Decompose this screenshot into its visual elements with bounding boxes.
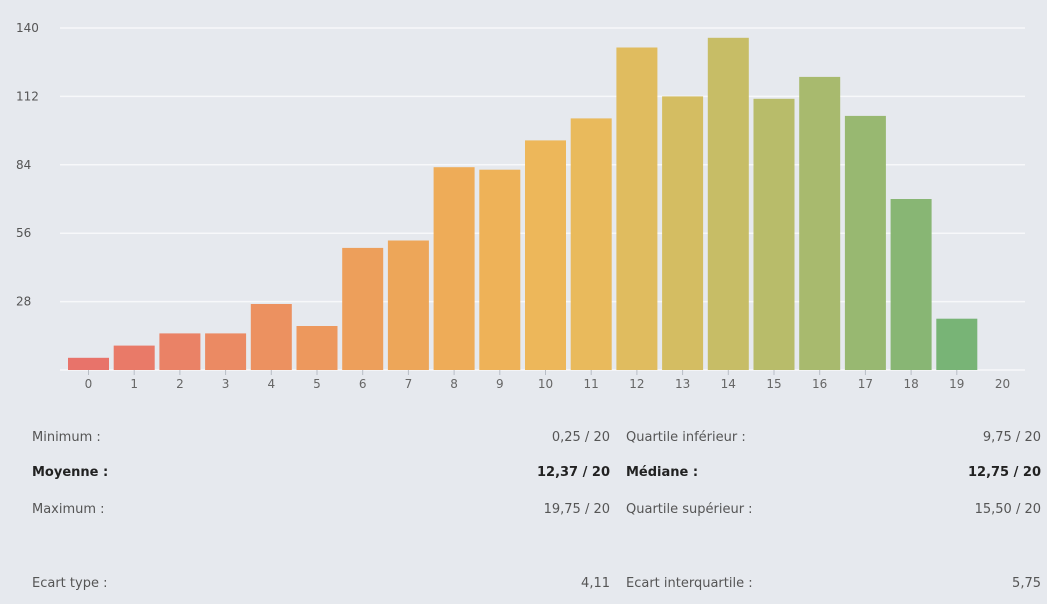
stat-row-mean: Moyenne : 12,37 / 20 Médiane : 12,75 / 2… [0, 465, 1047, 485]
bar-18 [890, 199, 932, 370]
mean-label: Moyenne : [32, 465, 109, 480]
median-value: 12,75 / 20 [967, 465, 1041, 480]
x-tick-label: 18 [903, 377, 918, 391]
bars [68, 37, 978, 371]
bar-7 [387, 240, 429, 370]
x-tick-label: 9 [496, 377, 504, 391]
x-tick-label: 2 [176, 377, 184, 391]
maximum-label: Maximum : [32, 502, 105, 517]
x-tick-label: 0 [85, 377, 93, 391]
std-dev-label: Ecart type : [32, 576, 108, 591]
y-tick-label: 28 [16, 295, 31, 309]
x-tick-label: 7 [405, 377, 413, 391]
upper-quartile-label: Quartile supérieur : [626, 502, 753, 517]
statistics-panel: Minimum : 0,25 / 20 Quartile inférieur :… [0, 420, 1047, 604]
bar-2 [159, 333, 201, 370]
x-tick-label: 4 [267, 377, 275, 391]
bar-11 [570, 118, 612, 371]
mean-value: 12,37 / 20 [536, 465, 610, 480]
interquartile-range-value: 5,75 [1012, 576, 1041, 591]
lower-quartile-value: 9,75 / 20 [982, 430, 1041, 445]
x-tick-label: 3 [222, 377, 230, 391]
x-tick-label: 14 [721, 377, 736, 391]
bar-15 [753, 98, 795, 371]
bar-14 [707, 37, 749, 371]
x-tick-label: 11 [584, 377, 599, 391]
y-tick-label: 112 [16, 89, 39, 103]
bar-16 [799, 76, 841, 371]
x-tick-label: 15 [766, 377, 781, 391]
bar-5 [296, 326, 338, 370]
x-tick-label: 19 [949, 377, 964, 391]
stat-row-maximum: Maximum : 19,75 / 20 Quartile supérieur … [0, 502, 1047, 522]
bar-0 [68, 357, 109, 370]
x-tick-label: 13 [675, 377, 690, 391]
x-tick-label: 5 [313, 377, 321, 391]
bar-10 [525, 140, 566, 370]
bar-8 [433, 167, 475, 370]
x-tick-label: 20 [995, 377, 1010, 391]
upper-quartile-value: 15,50 / 20 [974, 502, 1041, 517]
median-label: Médiane : [626, 465, 699, 480]
lower-quartile-label: Quartile inférieur : [626, 430, 746, 445]
bar-6 [342, 247, 384, 370]
maximum-value: 19,75 / 20 [543, 502, 610, 517]
interquartile-range-label: Ecart interquartile : [626, 576, 753, 591]
x-axis-ticks: 0 1 2 3 4 5 6 7 8 9 10 11 12 13 14 15 16 17 18 19 20 [85, 370, 1010, 391]
bar-13 [662, 96, 704, 371]
bar-4 [250, 304, 292, 370]
bar-3 [205, 333, 247, 370]
y-axis-ticks: 28 56 84 112 140 [16, 21, 39, 309]
minimum-label: Minimum : [32, 430, 101, 445]
y-tick-label: 140 [16, 21, 39, 35]
x-tick-label: 16 [812, 377, 827, 391]
bar-17 [844, 115, 886, 371]
stat-row-minimum: Minimum : 0,25 / 20 Quartile inférieur :… [0, 430, 1047, 450]
x-tick-label: 6 [359, 377, 367, 391]
bar-19 [936, 318, 978, 370]
x-tick-label: 1 [130, 377, 138, 391]
y-tick-label: 56 [16, 226, 31, 240]
bar-1 [113, 345, 155, 370]
x-tick-label: 17 [858, 377, 873, 391]
minimum-value: 0,25 / 20 [551, 430, 610, 445]
bar-12 [616, 47, 658, 370]
bar-9 [479, 169, 521, 370]
x-tick-label: 10 [538, 377, 553, 391]
x-tick-label: 8 [450, 377, 458, 391]
x-tick-label: 12 [629, 377, 644, 391]
stat-row-std-dev: Ecart type : 4,11 Ecart interquartile : … [0, 576, 1047, 596]
std-dev-value: 4,11 [581, 576, 610, 591]
y-tick-label: 84 [16, 158, 31, 172]
